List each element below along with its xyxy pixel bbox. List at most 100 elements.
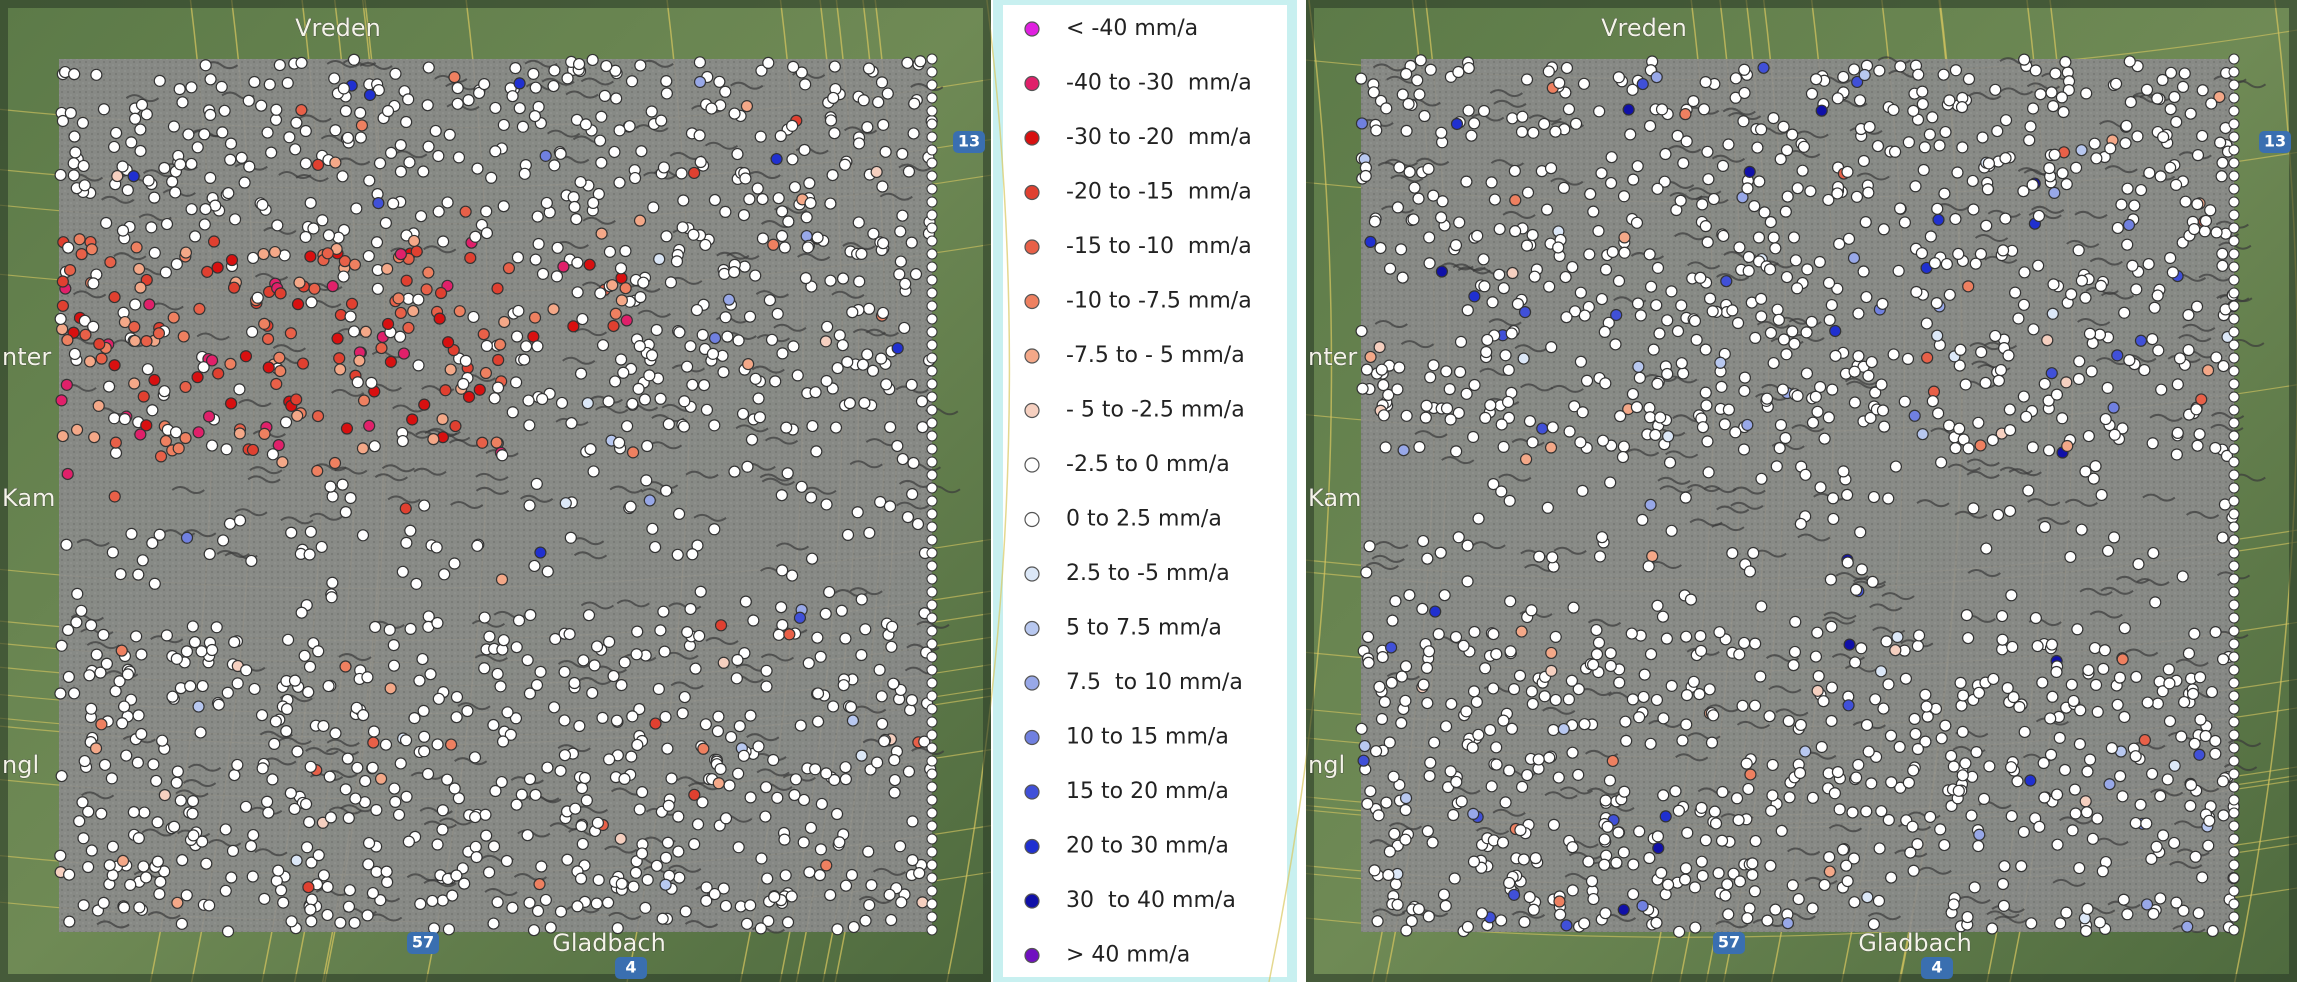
ps-point (122, 669, 133, 680)
ps-point (927, 873, 937, 883)
ps-point (248, 252, 259, 263)
ps-point (1709, 806, 1720, 817)
ps-point (635, 215, 646, 226)
ps-point (419, 399, 430, 410)
ps-point (285, 328, 296, 339)
ps-point (1554, 896, 1565, 907)
ps-point (2108, 402, 2119, 413)
ps-point (1428, 190, 1439, 201)
legend-label: -7.5 to - 5 mm/a (1066, 343, 1245, 368)
ps-point (2006, 762, 2017, 773)
ps-point (149, 192, 160, 203)
ps-point (644, 370, 655, 381)
ps-point (2084, 328, 2095, 339)
ps-point (616, 680, 627, 691)
ps-point (2197, 85, 2208, 96)
ps-point (1655, 412, 1666, 423)
ps-point (762, 873, 773, 884)
ps-point (1848, 253, 1859, 264)
ps-point (1895, 61, 1906, 72)
ps-point (1575, 356, 1586, 367)
ps-point (2117, 791, 2128, 802)
ps-point (1850, 657, 1861, 668)
ps-point (687, 379, 698, 390)
ps-point (1744, 566, 1755, 577)
ps-point (881, 379, 892, 390)
ps-point (264, 79, 275, 90)
ps-point (305, 526, 316, 537)
ps-point (2112, 699, 2123, 710)
ps-point (376, 343, 387, 354)
ps-point (784, 629, 795, 640)
ps-point (1577, 407, 1588, 418)
ps-point (419, 731, 430, 742)
ps-point (383, 318, 394, 329)
ps-point (2018, 186, 2029, 197)
ps-point (358, 710, 369, 721)
ps-point (718, 367, 729, 378)
ps-point (1491, 742, 1502, 753)
ps-point (2162, 774, 2173, 785)
ps-point (1863, 746, 1874, 757)
ps-point (2115, 771, 2126, 782)
ps-point (180, 247, 191, 258)
ps-point (842, 356, 853, 367)
ps-point (409, 713, 420, 724)
ps-point (701, 404, 712, 415)
ps-point (828, 92, 839, 103)
ps-point (792, 370, 803, 381)
ps-point (2149, 302, 2160, 313)
ps-point (2229, 860, 2239, 870)
ps-point (2062, 440, 2073, 451)
ps-point (1595, 551, 1606, 562)
ps-point (2066, 289, 2077, 300)
ps-point (465, 252, 476, 263)
ps-point (507, 407, 518, 418)
ps-point (1903, 137, 1914, 148)
ps-point (1823, 412, 1834, 423)
ps-point (345, 311, 356, 322)
ps-point (401, 116, 412, 127)
ps-point (2129, 200, 2140, 211)
ps-point (915, 56, 926, 67)
ps-point (1563, 694, 1574, 705)
ps-point (1950, 65, 1961, 76)
ps-point (340, 661, 351, 672)
ps-point (1689, 882, 1700, 893)
ps-point (742, 918, 753, 929)
ps-point (1634, 826, 1645, 837)
ps-point (397, 566, 408, 577)
ps-point (1422, 698, 1433, 709)
ps-point (1381, 797, 1392, 808)
ps-point (1723, 139, 1734, 150)
ps-point (2229, 444, 2239, 454)
ps-point (2199, 226, 2210, 237)
ps-point (820, 608, 831, 619)
ps-point (171, 653, 182, 664)
ps-point (529, 560, 540, 571)
ps-point (907, 816, 918, 827)
ps-point (614, 177, 625, 188)
ps-point (2014, 702, 2025, 713)
ps-point (738, 408, 749, 419)
ps-point (1853, 308, 1864, 319)
ps-point (1605, 660, 1616, 671)
ps-point (144, 299, 155, 310)
ps-point (772, 308, 783, 319)
ps-point (1874, 65, 1885, 76)
ps-point (1599, 326, 1610, 337)
ps-point (1933, 214, 1944, 225)
ps-point (194, 303, 205, 314)
ps-point (83, 862, 94, 873)
ps-point (84, 670, 95, 681)
ps-point (275, 288, 286, 299)
ps-point (1358, 755, 1369, 766)
ps-point (2066, 679, 2077, 690)
ps-point (343, 813, 354, 824)
ps-point (927, 600, 937, 610)
ps-point (2119, 711, 2130, 722)
ps-point (1404, 166, 1415, 177)
ps-point (2210, 748, 2221, 759)
ps-point (1456, 796, 1467, 807)
ps-point (2206, 687, 2217, 698)
